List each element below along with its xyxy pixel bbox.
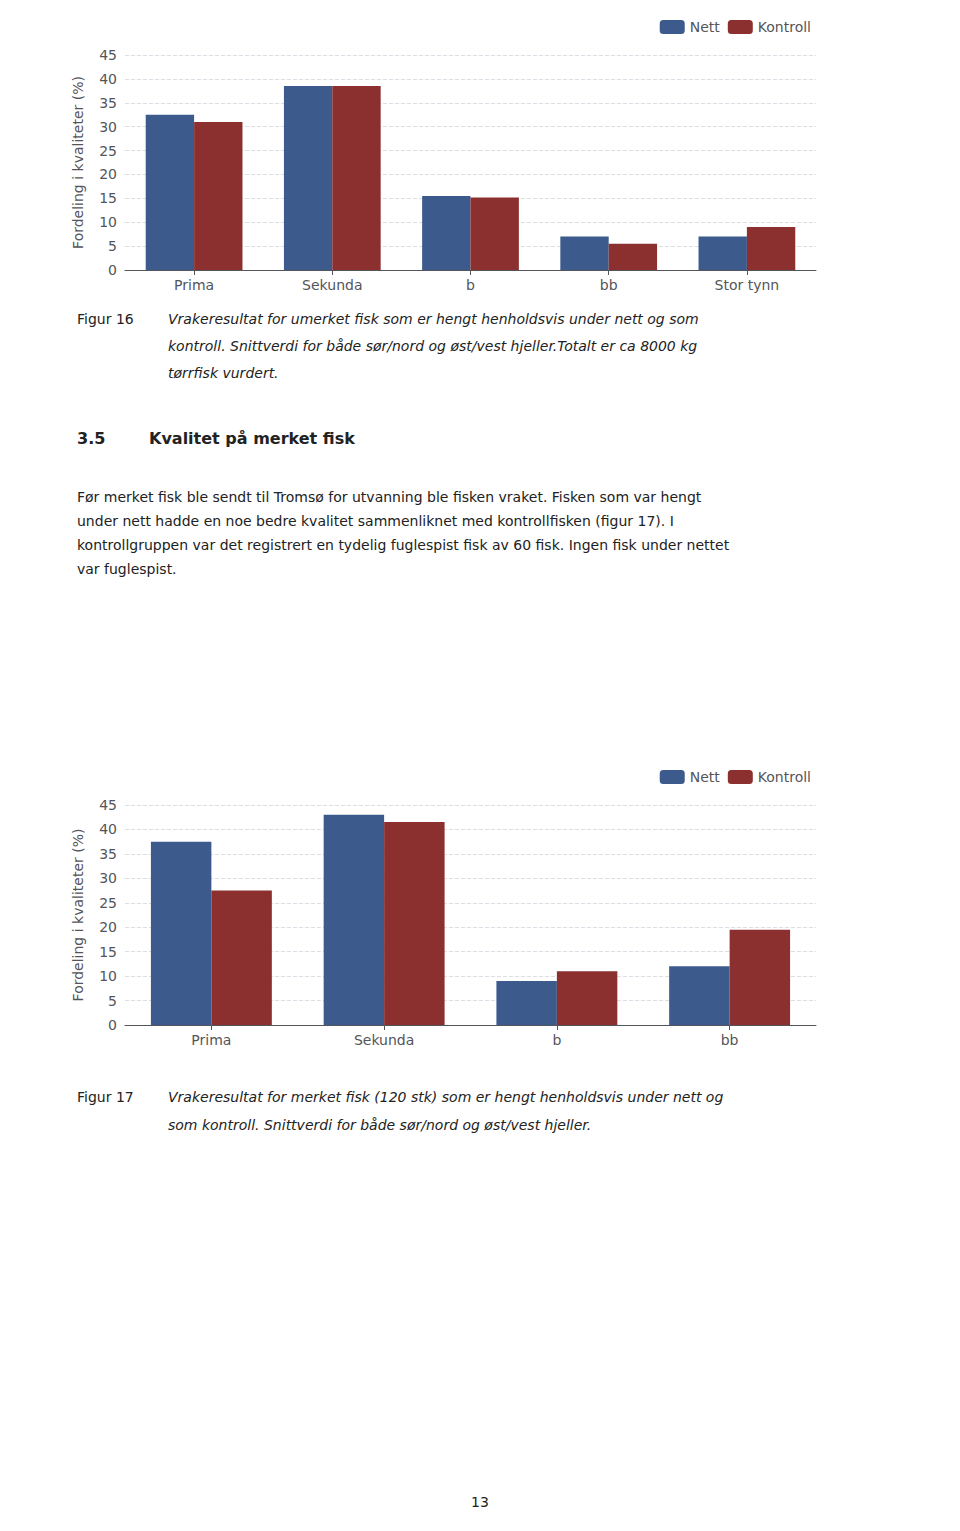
svg-text:35: 35 [99,95,117,111]
svg-text:Fordeling i kvaliteter (%): Fordeling i kvaliteter (%) [70,76,86,249]
svg-text:Sekunda: Sekunda [354,1032,414,1048]
svg-text:Før merket fisk ble sendt til: Før merket fisk ble sendt til Tromsø for… [77,489,702,505]
svg-text:Stor tynn: Stor tynn [715,277,780,293]
svg-text:Nett: Nett [690,19,721,35]
svg-text:10: 10 [99,968,117,984]
svg-text:bb: bb [721,1032,739,1048]
svg-text:b: b [552,1032,561,1048]
svg-text:var fuglespist.: var fuglespist. [77,561,177,577]
svg-text:under nett hadde en noe bedre: under nett hadde en noe bedre kvalitet s… [77,513,674,529]
svg-text:3.5: 3.5 [77,429,105,448]
svg-text:som kontroll. Snittverdi for b: som kontroll. Snittverdi for både sør/no… [168,1117,591,1133]
svg-text:25: 25 [99,143,117,159]
svg-text:30: 30 [99,119,117,135]
svg-text:Figur 16: Figur 16 [77,311,134,327]
svg-text:kontroll. Snittverdi for både: kontroll. Snittverdi for både sør/nord o… [168,338,697,354]
svg-text:13: 13 [471,1494,489,1510]
svg-text:Nett: Nett [690,769,721,785]
svg-text:Prima: Prima [174,277,214,293]
svg-text:b: b [466,277,475,293]
svg-text:Figur 17: Figur 17 [77,1089,134,1105]
svg-text:10: 10 [99,214,117,230]
svg-text:40: 40 [99,71,117,87]
svg-text:15: 15 [99,944,117,960]
svg-text:25: 25 [99,895,117,911]
svg-text:15: 15 [99,190,117,206]
svg-text:tørrfisk vurdert.: tørrfisk vurdert. [168,365,279,381]
svg-text:45: 45 [99,797,117,813]
svg-text:20: 20 [99,166,117,182]
svg-text:5: 5 [108,238,117,254]
svg-text:5: 5 [108,993,117,1009]
svg-text:20: 20 [99,919,117,935]
svg-text:Vrakeresultat for merket fisk: Vrakeresultat for merket fisk (120 stk) … [168,1089,723,1105]
svg-text:kontrollgruppen var det regist: kontrollgruppen var det registrert en ty… [77,537,730,553]
svg-text:Prima: Prima [191,1032,231,1048]
svg-text:45: 45 [99,47,117,63]
svg-text:Vrakeresultat for umerket fisk: Vrakeresultat for umerket fisk som er he… [168,311,699,327]
svg-text:bb: bb [600,277,618,293]
svg-text:Fordeling i kvaliteter (%): Fordeling i kvaliteter (%) [70,829,86,1002]
svg-text:Sekunda: Sekunda [302,277,362,293]
svg-text:0: 0 [108,262,117,278]
svg-text:35: 35 [99,846,117,862]
svg-text:40: 40 [99,821,117,837]
svg-text:Kontroll: Kontroll [758,769,811,785]
svg-text:30: 30 [99,870,117,886]
svg-text:0: 0 [108,1017,117,1033]
svg-text:Kvalitet på merket fisk: Kvalitet på merket fisk [149,429,355,448]
svg-text:Kontroll: Kontroll [758,19,811,35]
